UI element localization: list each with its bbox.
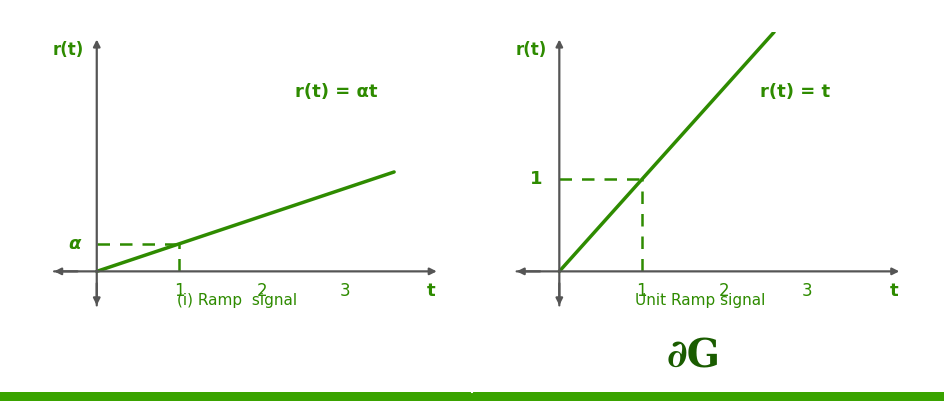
Text: 1: 1 — [531, 170, 543, 188]
Text: t: t — [889, 282, 898, 300]
Text: 2: 2 — [257, 282, 267, 300]
Text: α: α — [68, 235, 80, 253]
Text: r(t) = αt: r(t) = αt — [295, 83, 378, 101]
Bar — [0, 392, 944, 401]
Text: r(t): r(t) — [53, 41, 84, 59]
Text: r(t) = t: r(t) = t — [760, 83, 830, 101]
Text: ∂G: ∂G — [666, 337, 721, 375]
Text: 1: 1 — [636, 282, 648, 300]
Text: r(t): r(t) — [515, 41, 547, 59]
Text: Unit Ramp signal: Unit Ramp signal — [634, 293, 765, 308]
Text: 3: 3 — [339, 282, 350, 300]
Text: 1: 1 — [174, 282, 185, 300]
Text: (i) Ramp  signal: (i) Ramp signal — [177, 293, 297, 308]
Text: 3: 3 — [801, 282, 813, 300]
Text: 2: 2 — [719, 282, 730, 300]
Text: t: t — [427, 282, 435, 300]
